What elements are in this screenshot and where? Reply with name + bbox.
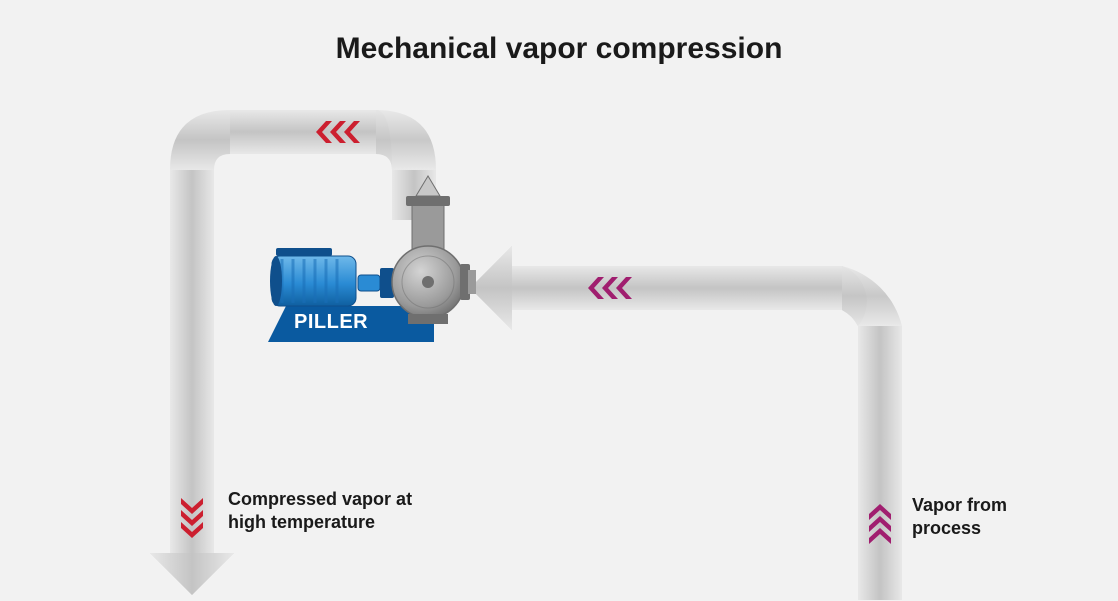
pipe-inlet: [470, 246, 902, 600]
machine-brand-label: PILLER: [294, 311, 368, 334]
label-compressed-vapor: Compressed vapor athigh temperature: [228, 488, 412, 533]
label-vapor-from-process: Vapor fromprocess: [912, 494, 1007, 539]
diagram-stage: Mechanical vapor compression Compressed …: [0, 0, 1118, 601]
diagram-title: Mechanical vapor compression: [0, 32, 1118, 66]
